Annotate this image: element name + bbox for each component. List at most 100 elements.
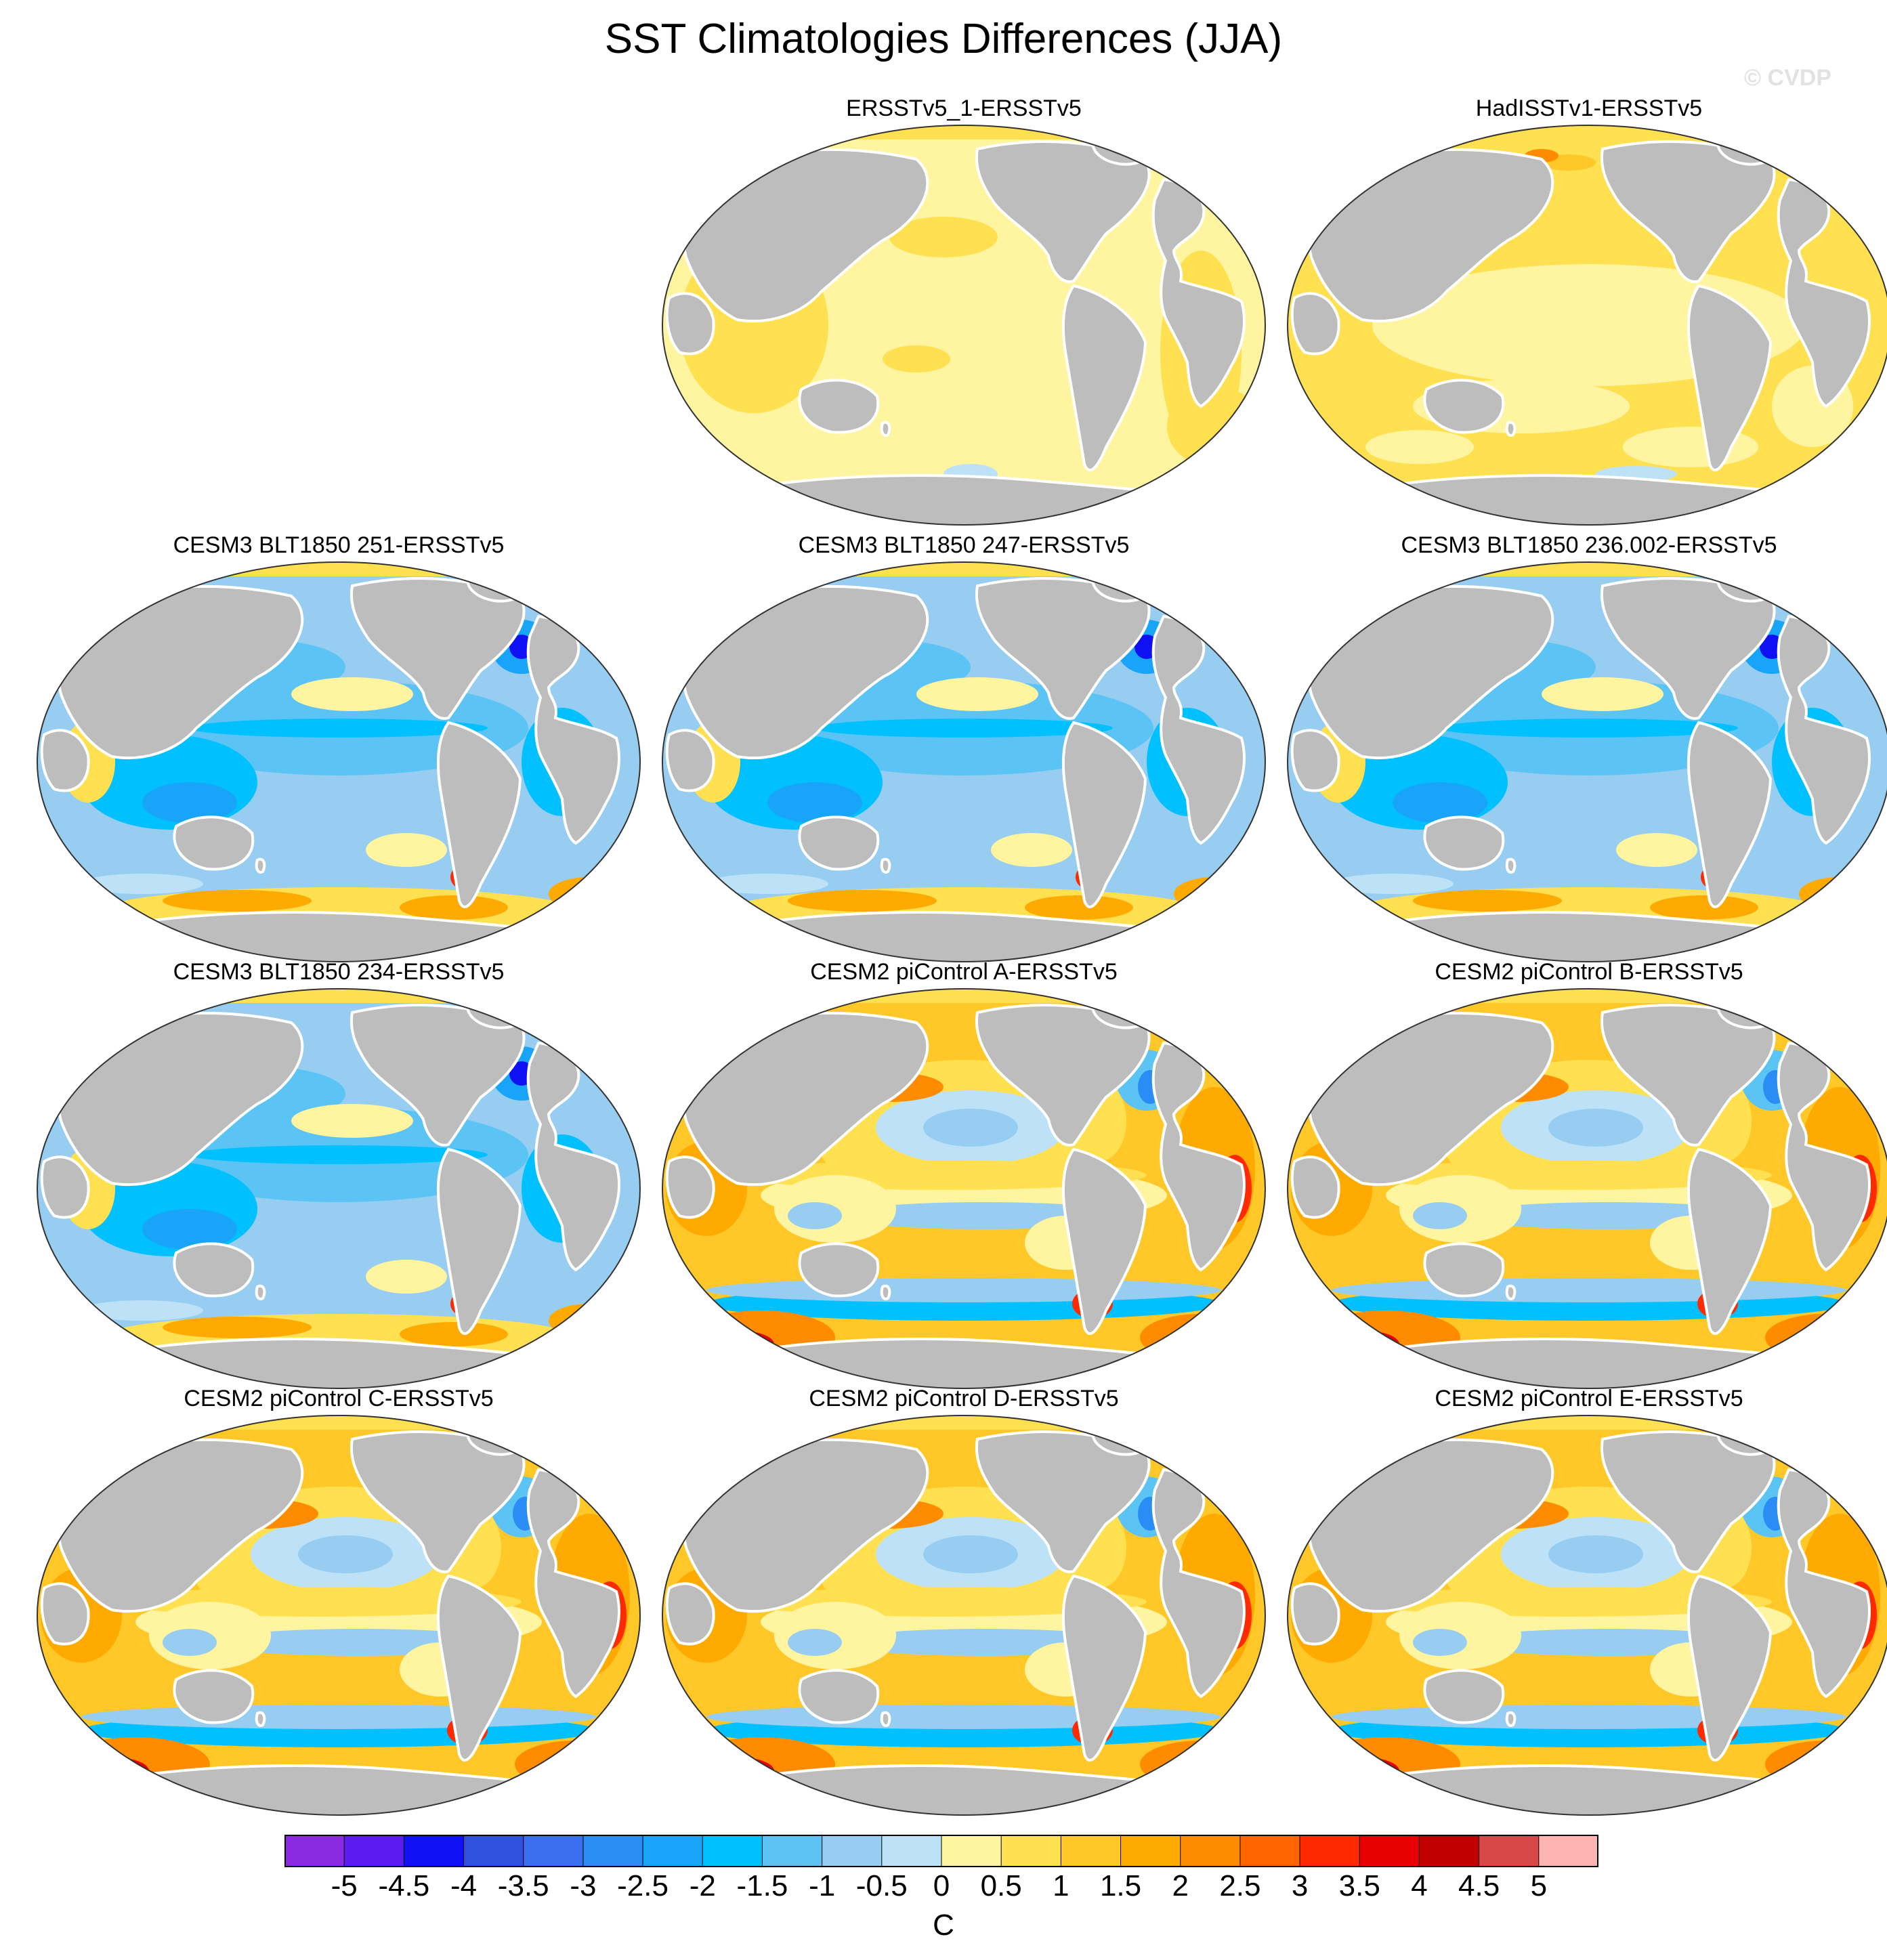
map-panel: HadISSTv1-ERSSTv5	[1277, 95, 1887, 528]
newzealand-land	[880, 421, 891, 437]
map-panel: CESM3 BLT1850 247-ERSSTv5	[652, 532, 1275, 965]
australia-land	[173, 1242, 255, 1298]
map-outline	[1287, 125, 1887, 526]
map-panel: ERSSTv5_1-ERSSTv5	[652, 95, 1275, 528]
europe-africa-land	[1151, 1041, 1246, 1272]
colorbar-swatch	[1538, 1835, 1598, 1867]
anomaly-contour	[1365, 430, 1474, 464]
newzealand-land	[255, 1711, 266, 1727]
anomaly-contour	[1413, 890, 1562, 912]
south-america-land	[1061, 1574, 1147, 1762]
colorbar-swatch	[582, 1835, 643, 1867]
colorbar-tick-label: -1	[809, 1869, 836, 1902]
europe-africa-land	[1777, 1041, 1871, 1272]
anomaly-contour	[1140, 1314, 1262, 1361]
europe-africa-land	[1777, 177, 1871, 408]
south-america-land	[1687, 721, 1773, 909]
anomaly-contour	[515, 1741, 637, 1788]
anomaly-contour	[916, 677, 1038, 711]
australia-land	[798, 379, 880, 434]
south-america-land	[436, 721, 522, 909]
anomaly-contour	[1332, 874, 1454, 894]
sst-map	[37, 561, 641, 962]
map-panel: CESM2 piControl E-ERSSTv5	[1277, 1385, 1887, 1818]
anomaly-contour	[706, 1278, 1221, 1302]
panel-title: CESM2 piControl D-ERSSTv5	[809, 1386, 1119, 1411]
anomaly-contour	[1765, 1314, 1887, 1361]
anomaly-contour	[706, 874, 828, 894]
australia-land	[798, 1669, 880, 1724]
colorbar-tick-label: 2.5	[1219, 1869, 1261, 1902]
colorbar-tick-label: 4	[1411, 1869, 1428, 1902]
anomaly-contour	[366, 1260, 447, 1294]
eurasia-land	[681, 1011, 929, 1187]
colorbar-tick-label: -4.5	[378, 1869, 430, 1902]
colorbar-tick-label: -2	[689, 1869, 716, 1902]
anomaly-contour	[1332, 1705, 1846, 1729]
colorbar-tick-label: -3.5	[497, 1869, 549, 1902]
colorbar-swatch	[1061, 1835, 1122, 1867]
colorbar-swatch	[762, 1835, 823, 1867]
panel-title: CESM2 piControl C-ERSSTv5	[184, 1386, 494, 1411]
anomaly-contour	[549, 877, 630, 911]
africa-east-land	[40, 1155, 90, 1219]
map-outline	[662, 988, 1266, 1389]
anomaly-contour	[1548, 1535, 1643, 1573]
anomaly-contour	[1167, 386, 1262, 467]
eurasia-land	[56, 1438, 304, 1613]
map-panel: CESM2 piControl C-ERSSTv5	[27, 1385, 650, 1818]
newzealand-land	[255, 1284, 266, 1300]
arctic-band	[1288, 1415, 1887, 1430]
europe-africa-land	[526, 614, 621, 845]
anomaly-contour	[1542, 677, 1663, 711]
anomaly-contour	[1616, 833, 1697, 867]
sst-map	[662, 125, 1266, 526]
newzealand-land	[1505, 1711, 1517, 1727]
anomaly-contour	[706, 1757, 774, 1785]
colorbar-swatch	[702, 1835, 763, 1867]
colorbar-swatch	[404, 1835, 465, 1867]
africa-east-land	[40, 1582, 90, 1646]
south-america-land	[1061, 1147, 1147, 1336]
colorbar-tick-label: 5	[1530, 1869, 1548, 1902]
arctic-band	[37, 562, 640, 576]
sst-map	[662, 1415, 1266, 1816]
map-outline	[1287, 561, 1887, 962]
eurasia-land	[681, 584, 929, 760]
europe-africa-land	[1777, 1468, 1871, 1699]
eurasia-land	[681, 1438, 929, 1613]
map-outline	[1287, 1415, 1887, 1816]
colorbar-swatch	[1359, 1835, 1420, 1867]
anomaly-contour	[815, 719, 1113, 738]
south-america-land	[1687, 1147, 1773, 1336]
africa-east-land	[665, 292, 715, 356]
colorbar-ticks: -5 -4.5 -4 -3.5 -3 -2.5 -2 -1.5 -1 -0.5 0 0.5 1 1.5 2 2…	[0, 1869, 1887, 1910]
colorbar-swatch	[344, 1835, 404, 1867]
colorbar-tick-label: -4	[450, 1869, 478, 1902]
eurasia-land	[1306, 1011, 1554, 1187]
anomaly-contour	[923, 1109, 1018, 1147]
sst-map	[37, 1415, 641, 1816]
anomaly-contour	[1413, 1202, 1467, 1229]
anomaly-contour	[291, 1104, 413, 1138]
australia-land	[1423, 379, 1505, 434]
sst-map	[662, 561, 1266, 962]
africa-east-land	[1290, 292, 1340, 356]
sst-map	[1287, 1415, 1887, 1816]
anomaly-contour	[706, 1705, 1221, 1729]
anomaly-contour	[142, 782, 237, 823]
map-outline	[37, 561, 641, 962]
newzealand-land	[255, 857, 266, 874]
colorbar-tick-label: -2.5	[617, 1869, 669, 1902]
colorbar-swatch	[463, 1835, 524, 1867]
figure-title: SST Climatologies Differences (JJA)	[604, 16, 1283, 62]
anomaly-contour	[991, 833, 1072, 867]
south-america-land	[436, 1147, 522, 1336]
anomaly-contour	[1548, 1109, 1643, 1147]
colorbar-swatch	[1479, 1835, 1540, 1867]
colorbar-swatch	[1300, 1835, 1360, 1867]
anomaly-contour	[163, 1317, 312, 1338]
arctic-band	[1288, 125, 1887, 140]
watermark: © CVDP	[1744, 65, 1831, 91]
south-america-land	[436, 1574, 522, 1762]
